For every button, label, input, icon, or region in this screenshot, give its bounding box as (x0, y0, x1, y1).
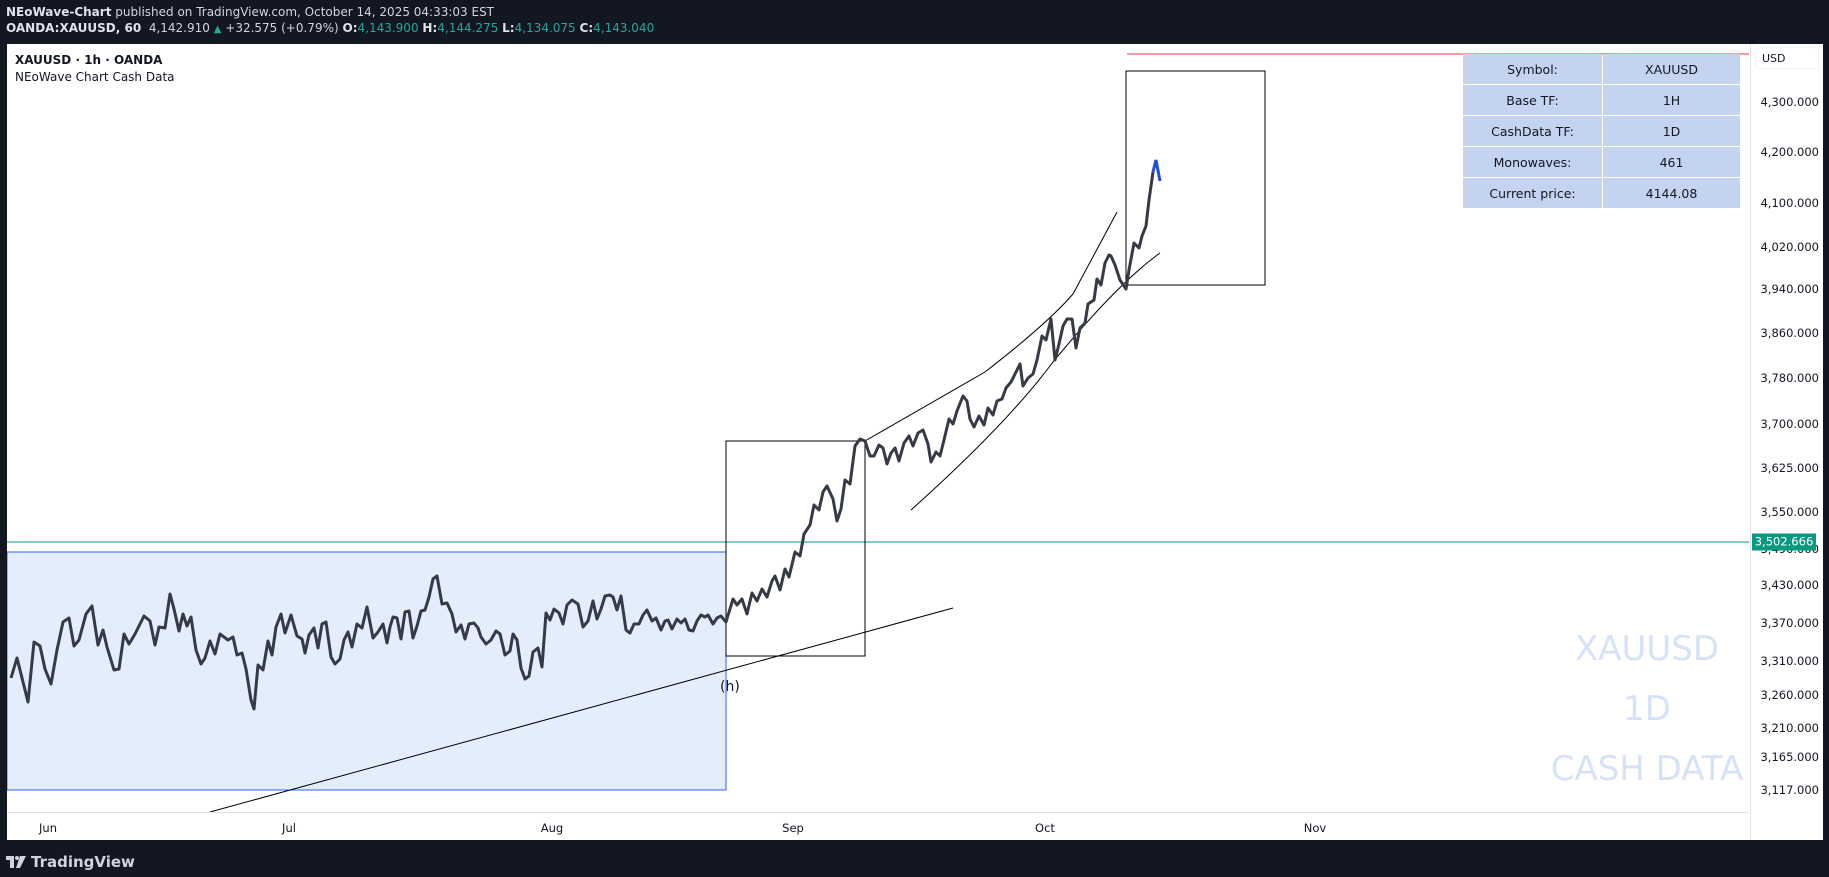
chart-drawings (7, 53, 1749, 812)
legend-indicator-name[interactable]: NEoWave Chart Cash Data (15, 70, 175, 84)
table-value: XAUUSD (1603, 54, 1740, 84)
table-row: Symbol: XAUUSD (1463, 54, 1740, 84)
publish-header: NEoWave-Chart published on TradingView.c… (0, 0, 1829, 40)
time-tick: Sep (782, 821, 804, 835)
price-tick: 4,020.000 (1760, 240, 1819, 254)
tradingview-logo[interactable]: TradingView (6, 853, 135, 871)
price-tick: 3,117.000 (1760, 783, 1819, 797)
info-table: Symbol: XAUUSD Base TF: 1H CashData TF: 1D … (1462, 53, 1741, 209)
price-tick: 3,310.000 (1760, 654, 1819, 668)
wave-label-h[interactable]: (h) (720, 679, 740, 695)
price-change: +32.575 (+0.79%) (225, 21, 339, 35)
channel-upper-line[interactable] (864, 211, 1118, 442)
time-tick: Jul (282, 821, 296, 835)
price-tick: 3,860.000 (1760, 326, 1819, 340)
last-price: 4,142.910 (148, 21, 210, 35)
ohlc-line: OANDA:XAUUSD, 60 4,142.910 ▲ +32.575 (+0… (6, 21, 654, 35)
current-price-tag[interactable]: 3,502.666 (1752, 533, 1816, 551)
table-key: Monowaves: (1463, 147, 1602, 177)
published-text: published on TradingView.com, October 14… (115, 5, 495, 19)
time-tick: Aug (540, 821, 564, 835)
tradingview-brand: TradingView (31, 853, 135, 871)
time-tick: Jun (39, 821, 57, 835)
high-value: 4,144.275 (437, 21, 499, 35)
support-trendline[interactable] (209, 607, 954, 812)
price-tick: 4,100.000 (1760, 196, 1819, 210)
symbol-interval: OANDA:XAUUSD, 60 (6, 21, 142, 35)
symbol-watermark: XAUUSD 1D CASH DATA (1547, 619, 1747, 799)
table-key: Symbol: (1463, 54, 1602, 84)
price-line (9, 171, 1155, 711)
table-row: Base TF: 1H (1463, 85, 1740, 115)
watermark-caption: CASH DATA (1550, 749, 1744, 789)
low-value: 4,134.075 (514, 21, 576, 35)
author-name[interactable]: NEoWave-Chart (6, 5, 112, 19)
price-tick: 3,165.000 (1760, 750, 1819, 764)
chart-frame: (h) XAUUSD · 1h · OANDA NEoWave Chart Ca… (7, 44, 1823, 840)
table-value: 1H (1603, 85, 1740, 115)
table-key: CashData TF: (1463, 116, 1602, 146)
impulse-box[interactable] (725, 440, 866, 657)
table-row: CashData TF: 1D (1463, 116, 1740, 146)
open-value: 4,143.900 (357, 21, 419, 35)
table-value: 4144.08 (1603, 178, 1740, 208)
price-tick: 3,430.000 (1760, 578, 1819, 592)
chart-plot-area[interactable]: (h) XAUUSD · 1h · OANDA NEoWave Chart Ca… (7, 44, 1749, 812)
footer-bar: TradingView (0, 846, 1829, 877)
publish-info: NEoWave-Chart published on TradingView.c… (6, 5, 494, 19)
price-tick: 3,370.000 (1760, 616, 1819, 630)
time-axis[interactable]: Jun Jul Aug Sep Oct Nov (7, 812, 1749, 840)
channel-lower-line[interactable] (910, 252, 1161, 511)
table-row: Current price: 4144.08 (1463, 178, 1740, 208)
projection-box[interactable] (1125, 70, 1266, 286)
close-label: C: (579, 21, 594, 35)
price-tick: 3,700.000 (1760, 417, 1819, 431)
watermark-symbol: XAUUSD (1574, 629, 1720, 669)
time-tick: Nov (1303, 821, 1327, 835)
time-tick: Oct (1035, 821, 1055, 835)
table-value: 461 (1603, 147, 1740, 177)
price-tick: 3,940.000 (1760, 282, 1819, 296)
chart-legend: XAUUSD · 1h · OANDA NEoWave Chart Cash D… (15, 52, 175, 86)
up-triangle-icon: ▲ (213, 24, 222, 35)
table-value: 1D (1603, 116, 1740, 146)
high-label: H: (422, 21, 438, 35)
low-label: L: (502, 21, 515, 35)
price-tick: 3,625.000 (1760, 461, 1819, 475)
legend-symbol-title[interactable]: XAUUSD · 1h · OANDA (15, 53, 163, 67)
table-key: Current price: (1463, 178, 1602, 208)
tradingview-logo-icon (6, 856, 26, 868)
price-tick: 3,550.000 (1760, 505, 1819, 519)
table-row: Monowaves: 461 (1463, 147, 1740, 177)
range-rectangle[interactable] (7, 551, 727, 791)
current-leg-line (1151, 159, 1162, 182)
price-tick: 3,260.000 (1760, 688, 1819, 702)
watermark-timeframe: 1D (1623, 689, 1671, 729)
price-tick: 4,200.000 (1760, 145, 1819, 159)
open-label: O: (342, 21, 358, 35)
price-axis[interactable]: USD 4,300.000 4,200.000 4,100.000 4,020.… (1750, 44, 1823, 840)
price-tick: 3,780.000 (1760, 371, 1819, 385)
currency-button[interactable]: USD (1755, 47, 1819, 69)
table-key: Base TF: (1463, 85, 1602, 115)
price-tick: 4,300.000 (1760, 95, 1819, 109)
close-value: 4,143.040 (593, 21, 655, 35)
price-tick: 3,210.000 (1760, 721, 1819, 735)
